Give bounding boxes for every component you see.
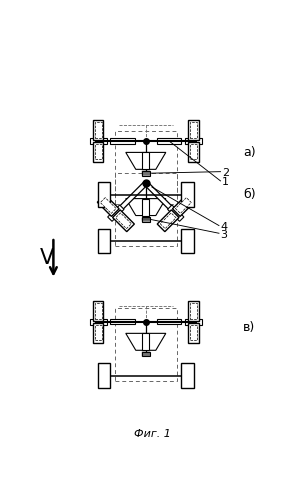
Bar bbox=[157, 210, 179, 232]
Bar bbox=[185, 138, 202, 144]
Bar bbox=[115, 173, 177, 246]
Polygon shape bbox=[126, 334, 166, 350]
Bar bbox=[115, 131, 177, 204]
Bar bbox=[142, 198, 149, 216]
Bar bbox=[188, 322, 199, 342]
Text: в): в) bbox=[243, 322, 255, 334]
Bar bbox=[113, 210, 134, 232]
Bar bbox=[156, 319, 181, 324]
Bar bbox=[114, 182, 148, 215]
Bar bbox=[142, 152, 149, 170]
Polygon shape bbox=[126, 152, 166, 170]
Bar bbox=[110, 319, 135, 324]
Bar bbox=[188, 301, 199, 321]
Bar bbox=[142, 334, 149, 350]
Bar bbox=[185, 318, 202, 325]
Bar bbox=[188, 142, 199, 162]
Bar bbox=[90, 318, 106, 325]
Bar bbox=[142, 171, 150, 175]
Bar bbox=[144, 182, 177, 215]
Bar bbox=[142, 217, 150, 222]
Bar bbox=[115, 308, 177, 382]
Bar bbox=[93, 120, 103, 140]
Bar bbox=[160, 213, 176, 228]
Bar bbox=[98, 364, 110, 388]
Text: а): а) bbox=[243, 146, 255, 159]
Bar bbox=[190, 144, 197, 160]
Bar bbox=[94, 122, 102, 138]
Bar bbox=[93, 322, 103, 342]
Text: 1: 1 bbox=[222, 178, 229, 188]
Bar bbox=[94, 144, 102, 160]
Polygon shape bbox=[126, 198, 166, 216]
Bar bbox=[98, 182, 110, 207]
Bar bbox=[173, 194, 194, 216]
Bar bbox=[94, 304, 102, 318]
Bar bbox=[167, 205, 184, 222]
Bar bbox=[98, 228, 110, 254]
Bar bbox=[181, 182, 193, 207]
Bar bbox=[181, 364, 193, 388]
Bar bbox=[97, 194, 119, 216]
Bar bbox=[108, 205, 124, 222]
Text: 4: 4 bbox=[221, 222, 228, 232]
Bar bbox=[94, 325, 102, 340]
Text: V: V bbox=[40, 248, 54, 268]
Text: 3: 3 bbox=[221, 230, 227, 240]
Bar bbox=[181, 228, 193, 254]
Bar bbox=[142, 352, 150, 356]
Bar bbox=[100, 198, 116, 214]
Bar bbox=[90, 138, 106, 144]
Bar bbox=[116, 213, 131, 228]
Text: б): б) bbox=[243, 188, 255, 201]
Bar bbox=[93, 301, 103, 321]
Bar bbox=[190, 325, 197, 340]
Bar bbox=[188, 120, 199, 140]
Bar bbox=[156, 138, 181, 143]
Bar bbox=[93, 142, 103, 162]
Text: Фиг. 1: Фиг. 1 bbox=[134, 429, 171, 439]
Bar bbox=[190, 122, 197, 138]
Bar bbox=[176, 198, 191, 214]
Bar bbox=[110, 138, 135, 143]
Text: 2: 2 bbox=[222, 168, 229, 178]
Bar bbox=[190, 304, 197, 318]
